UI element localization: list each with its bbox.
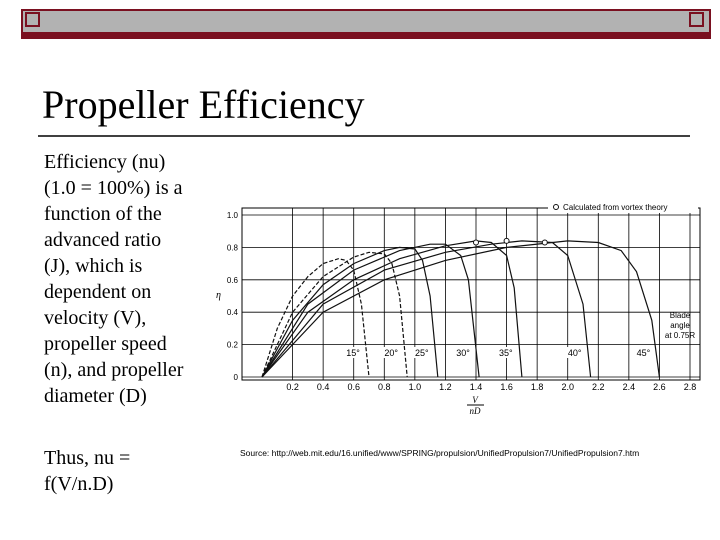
curve <box>261 243 480 378</box>
series-label: 15° <box>346 348 360 358</box>
legend-bg <box>548 201 698 213</box>
label-bg <box>565 347 584 358</box>
body-line: Efficiency (nu) <box>44 151 165 173</box>
y-axis-label: η <box>216 290 221 301</box>
body-line: dependent on <box>44 281 151 303</box>
curve <box>261 240 660 378</box>
note-line: Thus, nu = <box>44 447 130 469</box>
x-tick-label: 1.2 <box>439 382 452 392</box>
body-line: diameter (D) <box>44 385 147 407</box>
x-tick-label: 2.2 <box>592 382 605 392</box>
chart: 0 0.2 0.4 0.6 0.8 1.0 0.2 0.4 0.6 0.8 1.0 1.2 1.4 1.6… <box>216 201 701 416</box>
body-line: velocity (V), <box>44 307 146 329</box>
legend-marker <box>553 204 559 210</box>
plot-frame <box>241 207 701 381</box>
x-tick-label: 0.2 <box>286 382 299 392</box>
vortex-point <box>503 237 510 244</box>
vortex-point <box>541 239 548 246</box>
legend-label: Calculated from vortex theory <box>563 203 668 212</box>
x-tick-label: 2.0 <box>561 382 574 392</box>
label-bg <box>634 347 653 358</box>
vortex-point <box>473 239 479 246</box>
corner-square <box>25 12 40 27</box>
source: Source: http://web.mit.edu/16.unified/ww… <box>240 448 639 458</box>
body-line: function of the <box>44 203 162 225</box>
slide-title: Propeller Efficiency <box>42 82 364 127</box>
curve <box>261 246 439 378</box>
body-line: (1.0 = 100%) is a <box>44 177 183 199</box>
series-label: 45° <box>637 348 651 358</box>
note-line: f(V/n.D) <box>44 473 113 495</box>
y-tick-label: 0.2 <box>227 341 239 350</box>
y-tick-label: 0.6 <box>227 276 239 285</box>
x-tick-label: 2.6 <box>653 382 666 392</box>
y-tick-label: 0 <box>234 373 239 382</box>
y-tick-label: 1.0 <box>227 211 239 220</box>
y-tick-label: 0.4 <box>227 308 239 317</box>
body-line: advanced ratio <box>44 229 161 251</box>
curve <box>261 251 408 378</box>
x-axis-label: V <box>472 395 479 405</box>
x-tick-label: 1.4 <box>470 382 483 392</box>
annotation: at 0.75R <box>665 331 695 340</box>
label-bg <box>454 347 473 358</box>
body-line: (J), which is <box>44 255 143 277</box>
x-tick-label: 2.8 <box>684 382 697 392</box>
label-bg <box>496 347 515 358</box>
y-tick-label: 0.8 <box>227 243 239 252</box>
top-bar-stripe <box>22 32 710 38</box>
body-line: propeller speed <box>44 333 167 355</box>
x-tick-label: 1.8 <box>531 382 544 392</box>
body-line: (n), and propeller <box>44 359 184 381</box>
x-tick-label: 0.4 <box>317 382 330 392</box>
label-bg <box>412 347 431 358</box>
annotation: angle <box>670 321 690 330</box>
series-label: 25° <box>415 348 429 358</box>
label-bg <box>344 347 362 358</box>
x-tick-label: 0.6 <box>347 382 360 392</box>
x-tick-label: 0.8 <box>378 382 391 392</box>
curve <box>261 258 370 378</box>
x-axis-label: nD <box>470 406 482 416</box>
curve <box>261 240 523 378</box>
x-tick-label: 1.0 <box>409 382 422 392</box>
series-label: 20° <box>384 348 398 358</box>
series-label: 35° <box>499 348 513 358</box>
x-tick-label: 2.4 <box>623 382 636 392</box>
series-label: 30° <box>456 348 470 358</box>
label-bg <box>382 347 401 358</box>
annotation: Blade <box>670 311 691 320</box>
series-label: 40° <box>568 348 582 358</box>
corner-square <box>689 12 704 27</box>
x-tick-label: 1.6 <box>500 382 513 392</box>
